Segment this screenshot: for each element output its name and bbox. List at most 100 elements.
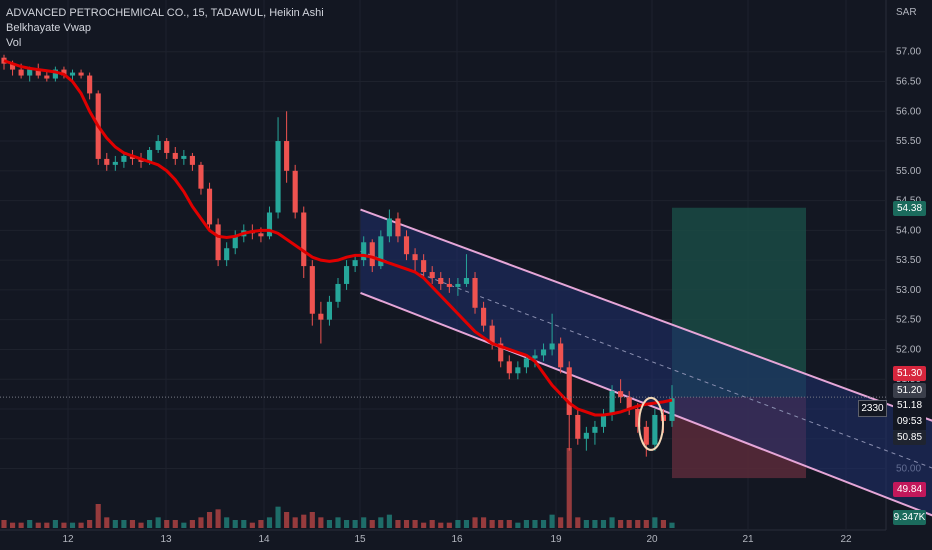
volume-bar [575, 517, 581, 528]
volume-bar [326, 520, 333, 528]
volume-bar [249, 522, 255, 528]
volume-bar [241, 520, 247, 528]
candle-body [352, 260, 358, 267]
candle-body [446, 283, 452, 287]
volume-bar [592, 520, 598, 528]
volume-bar [438, 522, 444, 528]
candle-body [275, 141, 281, 213]
volume-bar [361, 517, 367, 528]
volume-bar [52, 520, 58, 528]
y-tick-label: 55.00 [896, 166, 921, 177]
candle-body [147, 149, 153, 162]
x-tick-label: 14 [258, 534, 270, 545]
volume-bar [147, 520, 153, 528]
level-price-label: 51.30 [893, 366, 926, 381]
y-tick-label: 54.00 [896, 225, 921, 236]
candle-body [155, 141, 161, 150]
candle-body [18, 69, 24, 76]
volume-bar [403, 520, 410, 528]
volume-bar [266, 517, 273, 528]
candle-body [335, 283, 341, 302]
candle-body [232, 236, 238, 249]
volume-bar [489, 520, 495, 528]
candle-body [258, 233, 264, 237]
candle-body [429, 272, 435, 278]
volume-bar [635, 520, 641, 528]
volume-bar [232, 520, 238, 528]
volume-bar [532, 520, 538, 528]
candle-body [309, 266, 315, 314]
x-tick-label: 13 [160, 534, 172, 545]
candle-body [224, 248, 230, 261]
candle-body [164, 141, 170, 153]
volume-bar [301, 514, 307, 528]
candle-body [498, 343, 504, 362]
volume-bar [87, 520, 93, 528]
candle-body [395, 218, 401, 237]
volume-bar [112, 520, 118, 528]
volume-bar [498, 520, 504, 528]
volume-bar [523, 520, 529, 528]
candle-body [403, 236, 410, 255]
candle-body [566, 367, 572, 415]
current-price-tag: 51.20 [893, 383, 926, 398]
candle-body [69, 72, 76, 76]
indicator-label[interactable]: Belkhayate Vwap [6, 22, 91, 34]
volume-bar [558, 517, 564, 528]
volume-bar [369, 520, 375, 528]
volume-bar [600, 520, 607, 528]
candle-body [78, 72, 84, 76]
symbol-tag: 2330 [858, 400, 887, 417]
candle-body [378, 236, 384, 267]
volume-bar [343, 520, 350, 528]
chart-legend: ADVANCED PETROCHEMICAL CO., 15, TADAWUL,… [6, 6, 324, 51]
candle-body [558, 343, 564, 368]
candle-body [189, 155, 195, 165]
symbol-title[interactable]: ADVANCED PETROCHEMICAL CO., 15, TADAWUL,… [6, 7, 324, 19]
volume-bar [172, 520, 178, 528]
volume-bar [215, 509, 221, 528]
candle-body [575, 414, 581, 439]
x-tick-label: 22 [840, 534, 852, 545]
candle-body [121, 155, 127, 162]
volume-bar [284, 512, 290, 528]
target-price-label: 54.38 [893, 201, 926, 216]
candle-body [361, 242, 367, 261]
y-tick-label: 52.50 [896, 315, 921, 326]
volume-bar [609, 517, 615, 528]
volume-bar [309, 512, 315, 528]
volume-label[interactable]: Vol [6, 37, 22, 49]
candle-body [369, 242, 375, 267]
volume-bar [181, 522, 187, 528]
volume-bar [540, 520, 547, 528]
volume-bar [412, 520, 418, 528]
candle-body [104, 158, 110, 165]
candle-body [592, 426, 598, 433]
candle-body [481, 307, 487, 326]
candle-body [421, 260, 427, 273]
volume-bar [164, 520, 170, 528]
candle-body [301, 212, 307, 267]
candle-body [284, 141, 290, 171]
candle-body [489, 325, 495, 344]
volume-bar [515, 522, 521, 528]
channel-fill [360, 209, 932, 516]
volume-bar [352, 520, 358, 528]
y-tick-label: 55.50 [896, 136, 921, 147]
candle-body [438, 278, 444, 284]
candle-body [600, 414, 607, 427]
y-tick-label: 56.50 [896, 77, 921, 88]
stop-price-label: 49.84 [893, 482, 926, 497]
channel-lower-line [360, 291, 932, 517]
candle-body [463, 278, 470, 284]
channel-upper-line [360, 208, 932, 422]
volume-bar [275, 506, 281, 528]
volume-bar [566, 448, 572, 528]
volume-bar [549, 514, 555, 528]
candle-body [618, 391, 624, 398]
candle-body [609, 391, 615, 415]
volume-bar [395, 520, 401, 528]
volume-bar [224, 517, 230, 528]
volume-bar [104, 517, 110, 528]
